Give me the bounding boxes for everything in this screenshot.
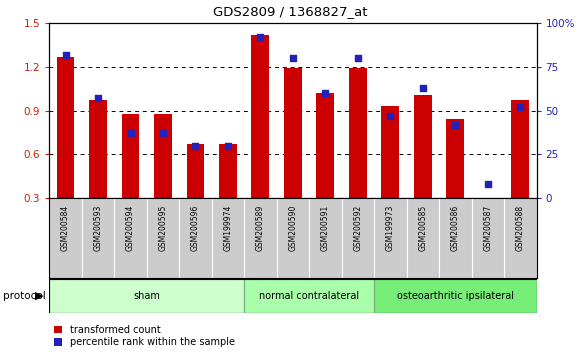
Point bbox=[451, 122, 460, 127]
Text: GSM200590: GSM200590 bbox=[288, 205, 298, 251]
Bar bbox=[122, 114, 139, 198]
Point bbox=[321, 90, 330, 96]
Point bbox=[158, 131, 168, 136]
Text: GSM200588: GSM200588 bbox=[516, 205, 525, 251]
Bar bbox=[374, 279, 536, 313]
Bar bbox=[512, 101, 529, 198]
Text: GSM200594: GSM200594 bbox=[126, 205, 135, 251]
Bar bbox=[219, 144, 237, 198]
Text: ▶: ▶ bbox=[35, 291, 44, 301]
Text: GSM200589: GSM200589 bbox=[256, 205, 265, 251]
Text: sham: sham bbox=[133, 291, 160, 301]
Text: GSM199973: GSM199973 bbox=[386, 205, 395, 251]
Bar bbox=[252, 35, 269, 198]
Bar bbox=[284, 68, 302, 198]
Text: GSM200586: GSM200586 bbox=[451, 205, 460, 251]
Text: normal contralateral: normal contralateral bbox=[259, 291, 359, 301]
Point bbox=[288, 55, 298, 61]
Bar bbox=[414, 95, 432, 198]
Bar bbox=[187, 144, 204, 198]
Text: GSM200593: GSM200593 bbox=[93, 205, 103, 251]
Legend: transformed count, percentile rank within the sample: transformed count, percentile rank withi… bbox=[54, 325, 235, 347]
Text: GSM199974: GSM199974 bbox=[223, 205, 233, 251]
Bar bbox=[57, 57, 74, 198]
Text: GDS2809 / 1368827_at: GDS2809 / 1368827_at bbox=[213, 5, 367, 18]
Text: GSM200584: GSM200584 bbox=[61, 205, 70, 251]
Bar bbox=[89, 101, 107, 198]
Text: GSM200585: GSM200585 bbox=[418, 205, 427, 251]
Point bbox=[223, 143, 233, 149]
Text: GSM200596: GSM200596 bbox=[191, 205, 200, 251]
Bar bbox=[49, 279, 244, 313]
Point bbox=[483, 181, 492, 187]
Bar bbox=[244, 279, 374, 313]
Text: osteoarthritic ipsilateral: osteoarthritic ipsilateral bbox=[397, 291, 514, 301]
Text: GSM200595: GSM200595 bbox=[158, 205, 168, 251]
Point bbox=[191, 143, 200, 149]
Bar bbox=[317, 93, 334, 198]
Point bbox=[418, 85, 427, 91]
Bar bbox=[382, 106, 399, 198]
Bar bbox=[349, 68, 367, 198]
Text: protocol: protocol bbox=[3, 291, 46, 301]
Point bbox=[61, 52, 70, 57]
Point bbox=[516, 104, 525, 110]
Text: GSM200591: GSM200591 bbox=[321, 205, 330, 251]
Text: GSM200592: GSM200592 bbox=[353, 205, 362, 251]
Bar bbox=[447, 119, 464, 198]
Point bbox=[126, 131, 135, 136]
Point bbox=[353, 55, 362, 61]
Bar bbox=[154, 114, 172, 198]
Point bbox=[93, 96, 103, 101]
Text: GSM200587: GSM200587 bbox=[483, 205, 492, 251]
Point bbox=[386, 113, 395, 119]
Point bbox=[256, 34, 265, 40]
